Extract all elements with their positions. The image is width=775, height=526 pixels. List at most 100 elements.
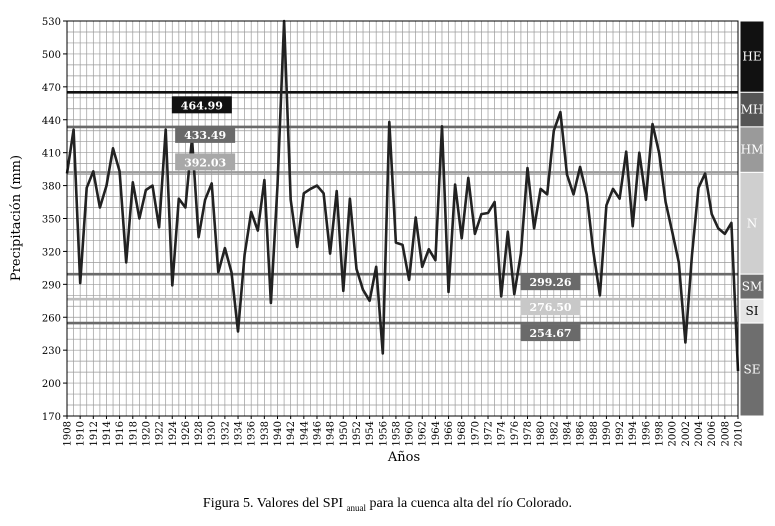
y-tick-label: 230 [42, 346, 61, 357]
x-tick-label: 1950 [339, 421, 350, 446]
x-tick-label: 1934 [234, 421, 245, 446]
x-tick-label: 1928 [194, 421, 205, 446]
y-tick-label: 290 [42, 280, 61, 291]
threshold-label: 433.49 [184, 129, 226, 142]
threshold-lines [67, 91, 738, 325]
x-tick-label: 1924 [168, 421, 179, 446]
caption-subscript: anual [346, 502, 367, 513]
x-tick-label: 1926 [181, 421, 192, 446]
caption-prefix: Figura 5. Valores del SPI [202, 496, 347, 511]
caption-suffix: para la cuenca alta del río Colorado. [366, 496, 573, 511]
x-tick-label: 1944 [299, 421, 310, 446]
x-tick-label: 1940 [273, 421, 284, 446]
x-tick-label: 1946 [312, 421, 323, 446]
x-tick-label: 1938 [260, 421, 271, 446]
y-tick-label: 380 [42, 182, 61, 193]
x-tick-label: 1952 [352, 421, 363, 446]
figure-caption: Figura 5. Valores del SPI anual para la … [0, 496, 775, 513]
x-tick-label: 1972 [484, 421, 495, 446]
x-tick-label: 1936 [247, 421, 258, 446]
x-tick-label: 1980 [536, 421, 547, 446]
x-tick-label: 1998 [655, 421, 666, 446]
x-tick-label: 1986 [576, 421, 587, 446]
x-tick-label: 1916 [115, 421, 126, 446]
x-tick-label: 2006 [707, 421, 718, 446]
x-tick-label: 1914 [102, 421, 113, 446]
category-bar: HE MH HM N SM SI SE [739, 20, 765, 417]
x-tick-label: 1920 [141, 421, 152, 446]
y-tick-label: 260 [42, 313, 61, 324]
x-tick-label: 1912 [89, 421, 100, 446]
x-tick-label: 1968 [457, 421, 468, 446]
x-tick-label: 2004 [694, 421, 705, 446]
x-tick-label: 1922 [155, 421, 166, 446]
threshold-label-box [520, 298, 581, 316]
series-layer [65, 19, 740, 372]
category-band-label: HM [741, 143, 764, 157]
x-tick-label: 2010 [734, 421, 745, 446]
x-tick-label: 1932 [220, 421, 231, 446]
x-tick-label: 1988 [589, 421, 600, 446]
category-band-label: HE [742, 50, 761, 64]
x-tick-label: 1954 [365, 421, 376, 446]
x-tick-label: 2002 [681, 421, 692, 446]
x-tick-label: 1976 [510, 421, 521, 446]
y-tick-label: 200 [42, 379, 61, 390]
y-tick-label: 350 [42, 215, 61, 226]
category-band-label: SE [744, 363, 761, 377]
y-tick-label: 530 [42, 17, 61, 28]
y-tick-label: 500 [42, 50, 61, 61]
threshold-label: 254.67 [529, 327, 571, 340]
x-tick-label: 1994 [628, 421, 639, 446]
x-tick-label: 1990 [602, 421, 613, 446]
x-tick-label: 1956 [378, 421, 389, 446]
category-band-label: MH [741, 103, 764, 117]
x-tick-label: 1964 [431, 421, 442, 446]
category-band [739, 273, 765, 300]
x-tick-label: 1992 [615, 421, 626, 446]
x-tick-label: 1918 [128, 421, 139, 446]
y-tick-label: 440 [42, 116, 61, 127]
spi-chart: 464.99 433.49 392.03 299.26 276.50 254.67 170… [9, 17, 765, 465]
y-tick-label: 170 [42, 412, 61, 423]
y-tick-label: 320 [42, 247, 61, 258]
threshold-label-box [171, 96, 232, 114]
x-tick-label: 1908 [63, 421, 74, 446]
x-tick-label: 2000 [668, 421, 679, 446]
category-band-label: N [747, 216, 758, 230]
x-tick-label: 1962 [418, 421, 429, 446]
x-tick-label: 1996 [641, 421, 652, 446]
threshold-label-box [520, 273, 581, 291]
threshold-label: 392.03 [184, 156, 226, 169]
x-tick-label: 1960 [405, 421, 416, 446]
y-tick-label: 470 [42, 83, 61, 94]
x-tick-label: 1910 [76, 421, 87, 446]
y-axis-title: Precipitación (mm) [9, 155, 24, 281]
x-tick-label: 1970 [470, 421, 481, 446]
y-tick-label: 410 [42, 149, 61, 160]
threshold-label: 464.99 [181, 99, 223, 112]
category-band [739, 91, 765, 128]
threshold-label: 276.50 [529, 301, 571, 314]
axes: 170 200 230 260 290 320 350 380 410 440 470 500 530 1… [42, 17, 745, 446]
x-tick-label: 1984 [562, 421, 573, 446]
category-band [739, 20, 765, 93]
x-tick-label: 2008 [720, 421, 731, 446]
threshold-label-box [175, 153, 236, 171]
category-band-label: SM [742, 280, 763, 294]
category-band-label: SI [746, 304, 759, 318]
category-band [739, 322, 765, 417]
x-tick-label: 1982 [549, 421, 560, 446]
x-axis-title: Años [387, 450, 420, 465]
threshold-label-box [520, 324, 581, 342]
x-tick-label: 1958 [391, 421, 402, 446]
threshold-label-box [175, 125, 236, 143]
x-tick-label: 1930 [207, 421, 218, 446]
x-tick-label: 1948 [326, 421, 337, 446]
threshold-label: 299.26 [529, 276, 571, 289]
x-tick-label: 1978 [523, 421, 534, 446]
category-band [739, 126, 765, 173]
x-tick-label: 1942 [286, 421, 297, 446]
grid [66, 20, 739, 417]
threshold-labels: 464.99 433.49 392.03 299.26 276.50 254.67 [171, 96, 581, 342]
